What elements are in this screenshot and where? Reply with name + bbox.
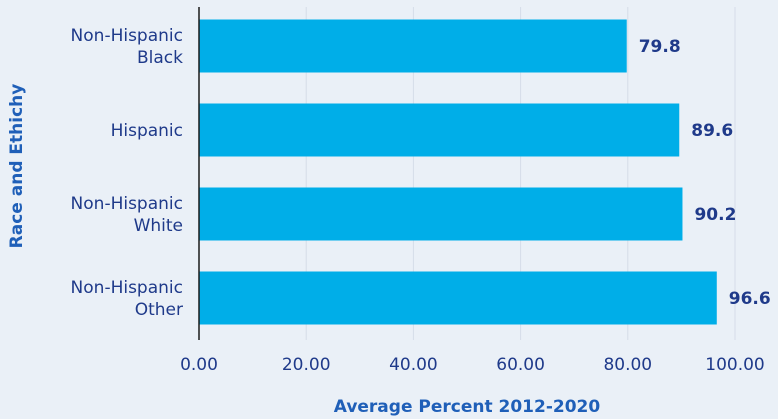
category-label: Hispanic xyxy=(111,121,183,141)
category-label: Non-Hispanic xyxy=(71,194,183,214)
category-labels: Non-HispanicBlackHispanicNon-HispanicWhi… xyxy=(71,26,184,320)
category-label: White xyxy=(134,216,183,236)
bar xyxy=(199,271,717,325)
category-label: Non-Hispanic xyxy=(71,26,183,46)
category-label: Black xyxy=(137,48,183,68)
x-tick-label: 20.00 xyxy=(282,355,331,375)
category-label: Non-Hispanic xyxy=(71,278,183,298)
data-labels: 79.8 89.6 90.2 96.6 xyxy=(639,37,771,309)
x-tick-label: 0.00 xyxy=(180,355,218,375)
bars xyxy=(199,19,717,325)
data-label: 89.6 xyxy=(691,121,733,141)
data-label: 90.2 xyxy=(694,205,736,225)
x-tick-labels: 0.00 20.00 40.00 60.00 80.00 100.00 xyxy=(180,355,765,375)
category-label: Other xyxy=(135,300,183,320)
bar xyxy=(199,19,627,73)
y-axis-title: Race and Ethichy xyxy=(7,84,27,249)
bar xyxy=(199,103,680,157)
x-tick-label: 100.00 xyxy=(705,355,764,375)
x-tick-label: 80.00 xyxy=(603,355,652,375)
x-axis-title: Average Percent 2012-2020 xyxy=(334,397,601,417)
x-tick-label: 60.00 xyxy=(496,355,545,375)
x-tick-label: 40.00 xyxy=(389,355,438,375)
data-label: 96.6 xyxy=(729,289,771,309)
data-label: 79.8 xyxy=(639,37,681,57)
bar xyxy=(199,187,683,241)
